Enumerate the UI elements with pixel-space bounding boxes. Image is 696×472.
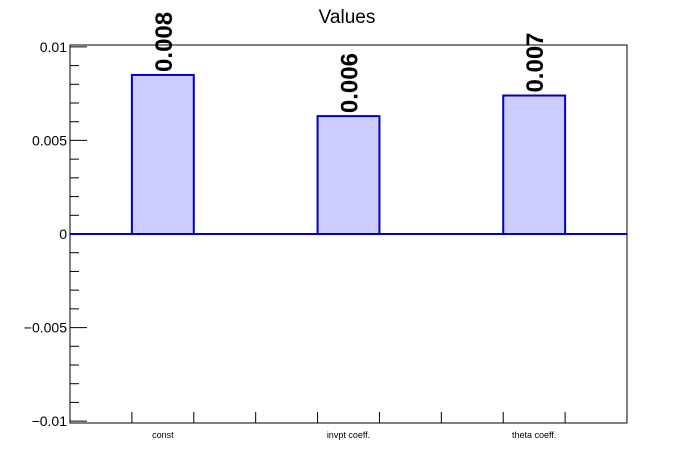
x-tick-label: invpt coeff. xyxy=(327,430,370,440)
chart-title: Values xyxy=(319,7,376,28)
y-tick-label: 0.005 xyxy=(32,132,67,148)
bar-const xyxy=(130,73,195,235)
x-tick-labels: const invpt coeff. theta coeff. xyxy=(152,430,556,440)
axis-ticks xyxy=(70,46,628,423)
x-tick-label: const xyxy=(152,430,174,440)
bar-theta-coeff xyxy=(502,94,567,235)
y-tick-labels: 0.01 0.005 0 −0.005 −0.01 xyxy=(24,39,67,429)
y-tick-label: −0.005 xyxy=(24,320,67,336)
y-tick-label: −0.01 xyxy=(32,413,68,429)
bars xyxy=(130,73,567,235)
y-tick-label: 0.01 xyxy=(40,39,67,55)
bar-invpt-coeff xyxy=(316,115,381,235)
data-label: 0.007 xyxy=(522,32,549,92)
data-label: 0.008 xyxy=(151,12,178,72)
y-tick-label: 0 xyxy=(59,226,67,242)
x-tick-label: theta coeff. xyxy=(512,430,556,440)
data-label: 0.006 xyxy=(337,53,364,113)
data-labels: 0.008 0.006 0.007 xyxy=(151,12,549,113)
